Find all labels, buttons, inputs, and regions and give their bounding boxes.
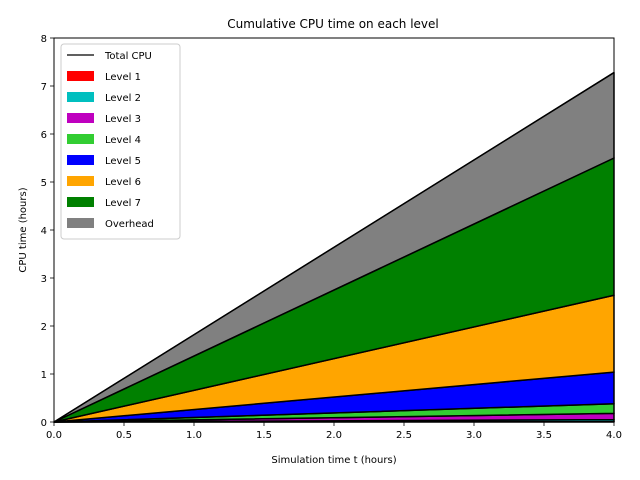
y-axis-label: CPU time (hours) xyxy=(18,187,29,272)
y-tick-label: 7 xyxy=(41,82,47,93)
axes: 0.0 0.5 1.0 1.5 2.0 2.5 3.0 3.5 4.0 0 1 2 3 4 5 6 7 8 xyxy=(41,34,622,441)
legend-swatch-overhead xyxy=(67,218,94,228)
x-axis-label: Simulation time t (hours) xyxy=(271,455,396,466)
legend-swatch-level-1 xyxy=(67,71,94,81)
y-tick-label: 2 xyxy=(41,322,47,333)
legend-label-level-1: Level 1 xyxy=(105,72,141,83)
total-cpu-line xyxy=(53,72,615,423)
x-tick-label: 2.0 xyxy=(326,430,342,441)
x-tick-label: 1.5 xyxy=(256,430,272,441)
x-tick-label: 4.0 xyxy=(606,430,622,441)
x-tick-label: 1.0 xyxy=(186,430,202,441)
legend-label-level-2: Level 2 xyxy=(105,93,141,104)
legend-swatch-level-7 xyxy=(67,197,94,207)
x-tick-label: 0.0 xyxy=(46,430,62,441)
x-tick-label: 0.5 xyxy=(116,430,132,441)
legend-swatch-level-5 xyxy=(67,155,94,165)
y-tick-label: 1 xyxy=(41,370,47,381)
legend: Total CPU Level 1 Level 2 Level 3 Level 4 Lev… xyxy=(60,43,181,240)
y-tick-label: 4 xyxy=(41,226,47,237)
legend-label-total-cpu: Total CPU xyxy=(104,51,152,62)
legend-label-overhead: Overhead xyxy=(105,219,154,230)
legend-swatch-level-3 xyxy=(67,113,94,123)
y-tick-label: 6 xyxy=(41,130,47,141)
y-tick-label: 3 xyxy=(41,274,47,285)
legend-swatch-level-6 xyxy=(67,176,94,186)
legend-label-level-7: Level 7 xyxy=(105,198,141,209)
legend-label-level-6: Level 6 xyxy=(105,177,141,188)
x-tick-label: 3.5 xyxy=(536,430,552,441)
legend-label-level-4: Level 4 xyxy=(105,135,141,146)
x-tick-label: 3.0 xyxy=(466,430,482,441)
legend-swatch-level-2 xyxy=(67,92,94,102)
legend-label-level-5: Level 5 xyxy=(105,156,141,167)
legend-swatch-level-4 xyxy=(67,134,94,144)
chart-title: Cumulative CPU time on each level xyxy=(227,17,439,31)
y-tick-label: 5 xyxy=(41,178,47,189)
legend-label-level-3: Level 3 xyxy=(105,114,141,125)
y-tick-label: 8 xyxy=(41,34,47,45)
y-tick-label: 0 xyxy=(41,418,47,429)
x-tick-label: 2.5 xyxy=(396,430,412,441)
